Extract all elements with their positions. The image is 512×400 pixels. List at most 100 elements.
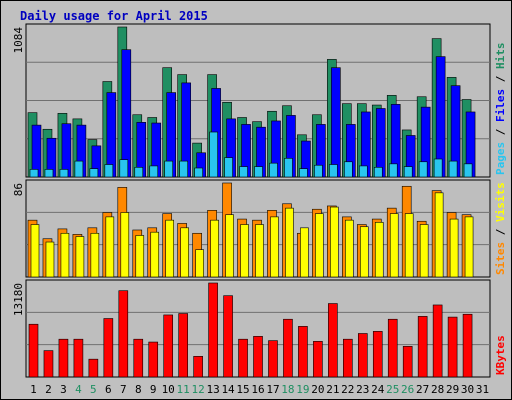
y-axis-max-label: 13180 xyxy=(12,283,25,316)
bar-pages-day-28 xyxy=(433,158,443,178)
bar-pages-day-15 xyxy=(239,166,248,178)
chart-title: Daily usage for April 2015 xyxy=(20,9,208,23)
x-tick-label-day-6: 6 xyxy=(105,383,112,396)
bar-visits-day-6 xyxy=(105,216,115,278)
bar-visits-day-21 xyxy=(330,206,339,278)
y-axis-max-label: 1084 xyxy=(12,27,25,54)
bar-kbytes-day-3 xyxy=(58,338,69,378)
bar-visits-day-5 xyxy=(90,232,100,278)
bar-kbytes-day-29 xyxy=(447,316,458,378)
x-tick-label-day-18: 18 xyxy=(281,383,294,396)
bar-visits-day-26 xyxy=(404,213,414,278)
x-tick-label-day-22: 22 xyxy=(341,383,354,396)
bar-kbytes-day-23 xyxy=(357,333,368,378)
bar-visits-day-16 xyxy=(255,224,264,278)
bar-visits-day-14 xyxy=(225,214,234,278)
bar-kbytes-day-17 xyxy=(268,340,278,378)
bar-kbytes-day-11 xyxy=(178,313,188,378)
bar-pages-day-22 xyxy=(344,161,353,178)
x-tick-label-day-13: 13 xyxy=(206,383,219,396)
bar-kbytes-day-25 xyxy=(387,318,398,378)
bar-visits-day-10 xyxy=(165,219,175,278)
bar-kbytes-day-10 xyxy=(163,314,174,378)
bar-pages-day-13 xyxy=(209,131,218,178)
bar-files-day-7 xyxy=(121,49,132,178)
x-tick-label-day-8: 8 xyxy=(135,383,142,396)
x-tick-label-day-21: 21 xyxy=(326,383,339,396)
bar-kbytes-day-4 xyxy=(73,338,84,378)
x-tick-label-day-26: 26 xyxy=(401,383,414,396)
legend: Pages / Files / Hits xyxy=(494,43,507,176)
bar-kbytes-day-8 xyxy=(133,338,144,378)
bar-visits-day-30 xyxy=(464,216,474,278)
bar-visits-day-2 xyxy=(45,241,55,278)
panel-3: 13180 KBytes xyxy=(12,279,507,378)
bar-pages-day-6 xyxy=(104,164,114,178)
bar-pages-day-5 xyxy=(89,168,99,178)
x-tick-label-day-17: 17 xyxy=(266,383,279,396)
series-visits xyxy=(30,192,474,278)
panel-2: 86 Sites / Visits xyxy=(12,179,507,278)
bar-kbytes-day-12 xyxy=(193,356,203,378)
bar-kbytes-day-6 xyxy=(103,318,114,378)
bar-visits-day-20 xyxy=(315,213,324,278)
legend-separator: / xyxy=(494,222,507,242)
y-axis-max-label: 86 xyxy=(12,183,25,196)
legend-separator: / xyxy=(494,122,507,142)
bar-pages-day-18 xyxy=(284,158,293,178)
x-tick-label-day-27: 27 xyxy=(416,383,429,396)
x-tick-label-day-12: 12 xyxy=(192,383,205,396)
series-kbytes xyxy=(28,282,473,378)
bar-kbytes-day-30 xyxy=(462,313,473,378)
bar-visits-day-28 xyxy=(434,192,444,278)
x-tick-label-day-4: 4 xyxy=(75,383,82,396)
bar-kbytes-day-28 xyxy=(432,304,443,378)
x-tick-label-day-25: 25 xyxy=(386,383,399,396)
bar-pages-day-26 xyxy=(403,166,413,178)
legend-entry-hits: Hits xyxy=(494,43,507,70)
bar-kbytes-day-20 xyxy=(313,341,323,378)
bar-kbytes-day-14 xyxy=(223,295,233,378)
bar-pages-day-1 xyxy=(29,169,39,178)
bar-kbytes-day-9 xyxy=(148,341,159,378)
bar-visits-day-29 xyxy=(449,218,459,278)
bar-pages-day-23 xyxy=(358,165,368,178)
chart-panels: 1084 Pages / Files / Hits 86 Sites / Visits… xyxy=(12,23,507,378)
bar-pages-day-17 xyxy=(269,162,278,178)
bar-visits-day-9 xyxy=(150,231,160,278)
legend-entry-files: Files xyxy=(494,89,507,122)
legend-entry-visits: Visits xyxy=(494,182,507,222)
bar-pages-day-3 xyxy=(59,169,69,178)
bar-kbytes-day-5 xyxy=(88,358,99,378)
bar-visits-day-23 xyxy=(359,226,369,278)
x-tick-label-day-30: 30 xyxy=(461,383,474,396)
bar-pages-day-27 xyxy=(418,161,428,178)
bar-visits-day-15 xyxy=(240,224,249,278)
bar-visits-day-19 xyxy=(300,227,309,278)
bar-visits-day-25 xyxy=(389,213,399,278)
x-tick-label-day-3: 3 xyxy=(60,383,67,396)
bar-pages-day-2 xyxy=(44,169,54,178)
bar-kbytes-day-22 xyxy=(343,338,353,378)
series-pages xyxy=(29,131,473,178)
bar-visits-day-4 xyxy=(75,236,85,278)
x-tick-label-day-28: 28 xyxy=(431,383,444,396)
bar-pages-day-21 xyxy=(329,164,338,178)
bar-visits-day-1 xyxy=(30,224,40,278)
bar-kbytes-day-27 xyxy=(417,316,428,378)
bar-files-day-21 xyxy=(331,67,341,178)
bar-visits-day-12 xyxy=(195,249,204,278)
x-tick-label-day-2: 2 xyxy=(45,383,52,396)
bar-visits-day-8 xyxy=(135,235,145,278)
bar-pages-day-29 xyxy=(448,160,458,178)
legend-entry-pages: Pages xyxy=(494,142,507,175)
bar-pages-day-20 xyxy=(314,164,323,178)
bar-pages-day-12 xyxy=(194,167,203,178)
bar-pages-day-10 xyxy=(164,160,174,178)
bar-pages-day-4 xyxy=(74,160,84,178)
bar-kbytes-day-19 xyxy=(298,326,308,378)
legend-separator: / xyxy=(494,69,507,89)
legend: KBytes xyxy=(494,335,507,375)
